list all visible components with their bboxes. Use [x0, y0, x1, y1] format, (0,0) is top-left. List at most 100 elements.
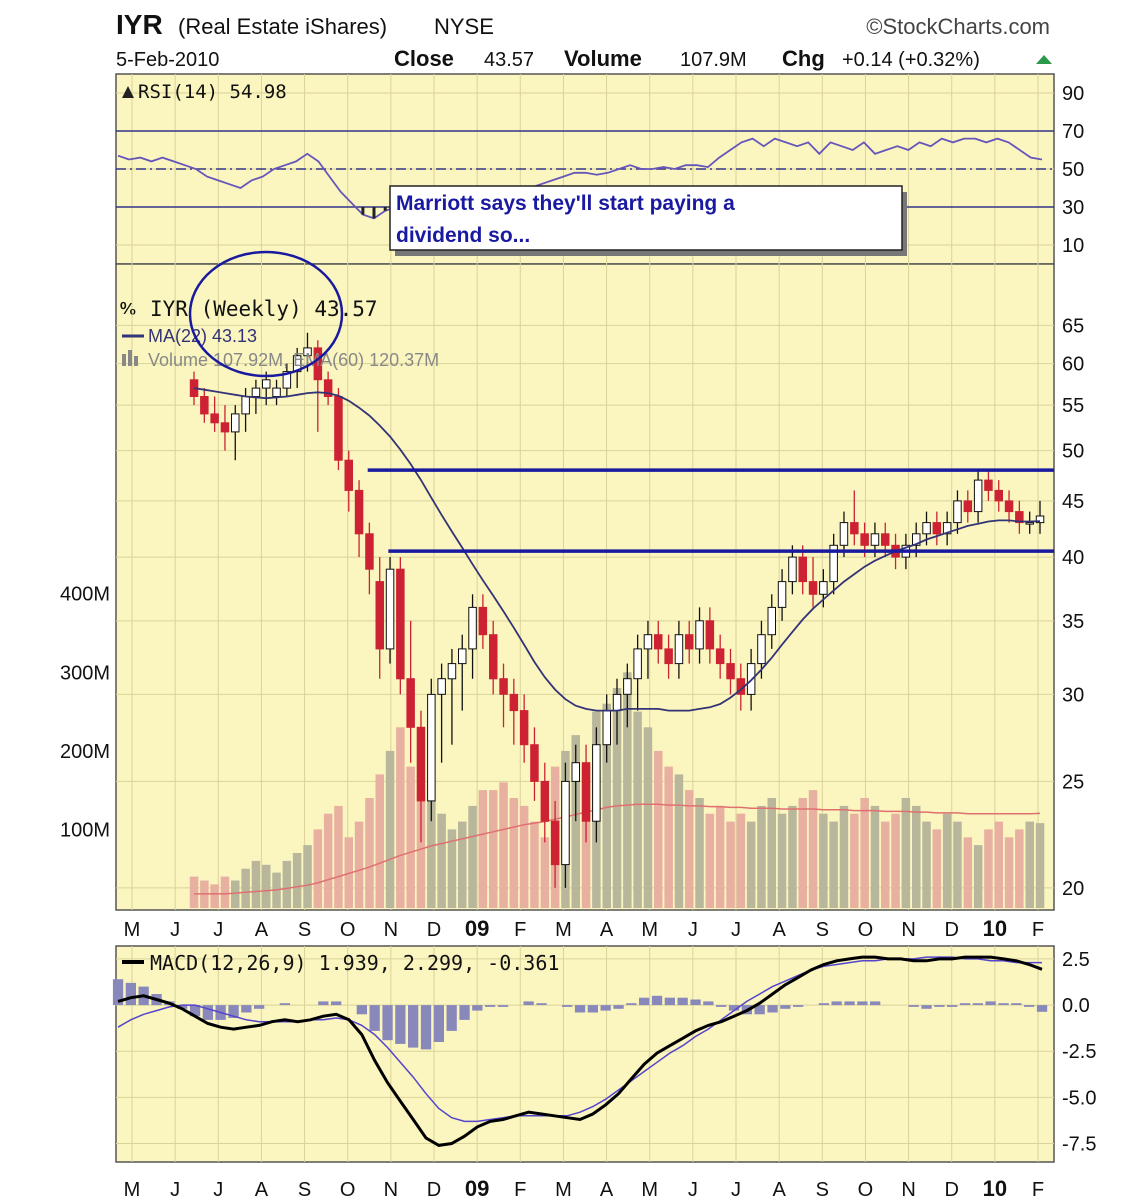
volume-bar: [777, 813, 787, 908]
candle-body: [623, 678, 632, 695]
volume-bar: [1004, 837, 1014, 908]
macd-histogram-bar: [767, 1005, 778, 1013]
macd-histogram-bar: [664, 997, 675, 1006]
close-value: 43.57: [484, 49, 534, 71]
macd-histogram-bar: [703, 1001, 714, 1006]
macd-histogram-bar: [497, 1005, 509, 1007]
macd-histogram-bar: [844, 1001, 855, 1006]
volume-legend-icon-3: [134, 356, 138, 366]
macd-histogram-bar: [356, 1005, 367, 1015]
macd-histogram-bar: [870, 1001, 881, 1006]
volume-bar: [705, 813, 715, 908]
candle-body: [385, 568, 395, 650]
macd-histogram-bar: [985, 1001, 996, 1006]
exchange-label: NYSE: [434, 14, 494, 39]
x-axis-label: S: [298, 1179, 311, 1200]
volume-bar: [963, 837, 973, 908]
volume-bar: [396, 727, 405, 908]
x-axis-label: 10: [983, 916, 1007, 941]
x-axis-label: F: [1032, 919, 1044, 941]
macd-histogram-bar: [908, 1005, 919, 1007]
macd-histogram-bar: [1024, 1005, 1035, 1007]
symbol-label: IYR: [116, 9, 163, 40]
candle-body: [272, 387, 281, 398]
price-y-tick: 50: [1062, 441, 1084, 463]
candle-body: [251, 387, 261, 398]
rsi-y-tick: 50: [1062, 159, 1084, 181]
candle-body: [427, 693, 436, 802]
macd-histogram-bar: [972, 1003, 983, 1005]
macd-histogram-bar: [523, 1001, 534, 1006]
volume-bar: [509, 798, 519, 908]
volume-bar: [210, 884, 219, 908]
volume-bar: [231, 880, 240, 908]
x-axis-label: J: [688, 919, 698, 941]
volume-bar: [860, 798, 869, 908]
candle-body: [994, 489, 1003, 502]
volume-y-tick: 300M: [60, 662, 110, 684]
candle-body: [953, 500, 962, 524]
x-axis-label: 10: [983, 1176, 1007, 1200]
annotation-line2: dividend so...: [396, 224, 530, 247]
candle-body: [922, 522, 931, 535]
axis-labels: M J J A S O N D 09 F M A M J J A S O N D 10 F M J J A S O N D 09 F M A M J J…: [60, 83, 1097, 1200]
volume-bar: [839, 805, 849, 908]
macd-histogram-bar: [241, 1005, 252, 1013]
candle-body: [808, 581, 818, 595]
volume-bar: [870, 805, 880, 908]
volume-bar: [499, 782, 508, 908]
volume-bar: [241, 868, 250, 908]
macd-histogram-bar: [793, 1005, 804, 1007]
x-axis-label: D: [944, 1179, 958, 1200]
macd-histogram-bar: [125, 982, 136, 1006]
candle-body: [685, 634, 694, 650]
volume-bar: [262, 864, 271, 908]
candle-body: [870, 533, 880, 546]
symbol-name-label: (Real Estate iShares): [178, 14, 387, 39]
candle-body: [561, 780, 570, 866]
volume-bar: [633, 711, 642, 908]
macd-line: [117, 955, 1043, 1147]
macd-histogram-bar: [202, 1005, 213, 1020]
candle-body: [1025, 522, 1034, 525]
volume-bar: [602, 703, 611, 908]
macd-histogram-bar: [690, 999, 701, 1005]
candle-body: [654, 634, 663, 650]
annotation-line1: Marriott says they'll start paying a: [396, 192, 735, 215]
macd-y-tick: 0.0: [1062, 995, 1090, 1017]
candle-body: [839, 522, 849, 546]
macd-panel: [115, 945, 1055, 1163]
volume-bar: [323, 813, 333, 908]
rsi-y-tick: 30: [1062, 197, 1084, 219]
x-axis-label: S: [298, 919, 311, 941]
volume-bar: [478, 790, 488, 908]
candle-body: [210, 413, 219, 424]
x-axis-label: M: [555, 919, 572, 941]
volume-legend-icon-2: [128, 350, 132, 366]
candle-body: [1035, 515, 1045, 524]
volume-bar: [953, 821, 962, 908]
ma-label: MA(22) 43.13: [148, 326, 257, 346]
x-axis-label: N: [384, 1179, 398, 1200]
macd-histogram-bar: [472, 1005, 483, 1011]
volume-bar: [973, 845, 983, 908]
candle-body: [602, 710, 611, 746]
volume-bar: [1015, 829, 1024, 908]
volume-bar: [375, 774, 384, 908]
x-axis-label: A: [600, 919, 614, 941]
volume-legend-icon: [122, 354, 126, 366]
macd-histogram-bar: [485, 1005, 496, 1007]
volume-bar: [1025, 821, 1034, 908]
chg-label: Chg: [782, 46, 825, 71]
candle-body: [540, 780, 550, 822]
x-axis-label: O: [858, 1179, 874, 1200]
x-axis-label: S: [816, 919, 829, 941]
volume-bar: [654, 750, 663, 908]
candle-body: [550, 820, 560, 866]
price-y-tick: 30: [1062, 684, 1084, 706]
candle-body: [819, 581, 828, 595]
x-axis-label: M: [641, 1179, 658, 1200]
macd-histogram-bar: [446, 1005, 457, 1031]
macd-y-tick: 2.5: [1062, 949, 1090, 971]
